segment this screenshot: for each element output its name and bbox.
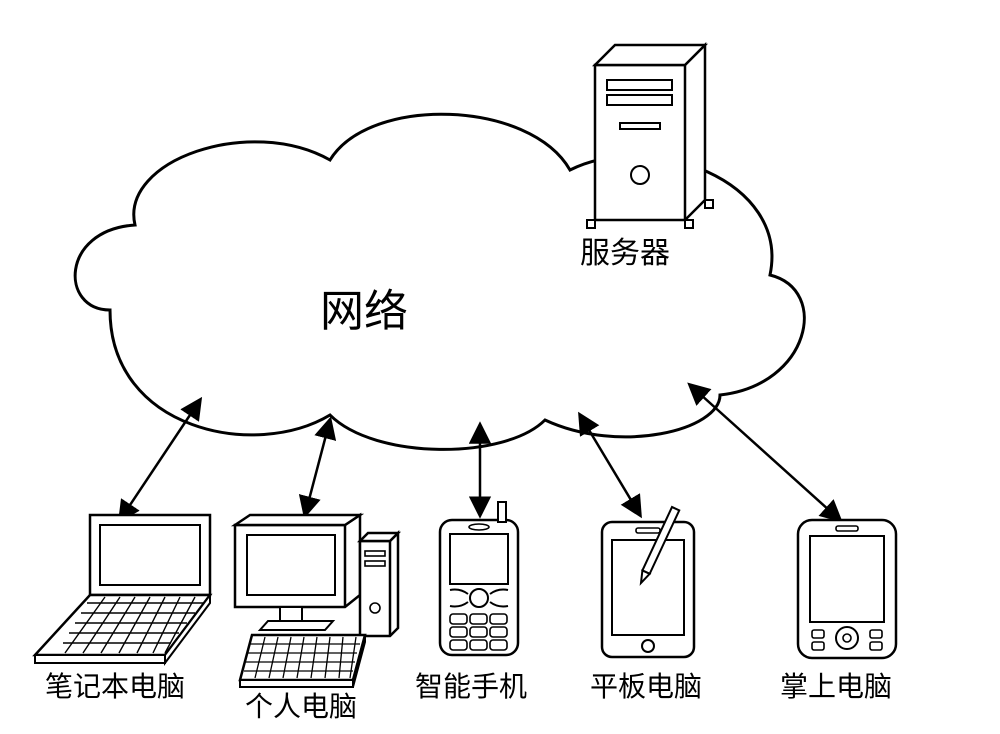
desktop-pc-icon	[235, 515, 398, 687]
network-label: 网络	[320, 275, 408, 339]
tablet-icon	[602, 507, 694, 657]
pc-label: 个人电脑	[245, 685, 357, 725]
pda-label: 掌上电脑	[780, 665, 892, 705]
diagram-stage: 服务器 网络 笔记本电脑 个人电脑 智能手机 平板电脑 掌上电脑	[0, 0, 1000, 734]
pda-icon	[798, 520, 896, 658]
smartphone-label: 智能手机	[415, 665, 527, 705]
smartphone-icon	[440, 502, 518, 655]
laptop-icon	[35, 515, 210, 663]
edge-cloud-pc	[305, 420, 330, 515]
server-label: 服务器	[580, 228, 670, 272]
diagram-svg	[0, 0, 1000, 734]
tablet-label: 平板电脑	[590, 665, 702, 705]
edge-cloud-laptop	[120, 400, 200, 520]
server-icon	[587, 45, 713, 228]
laptop-label: 笔记本电脑	[45, 665, 185, 705]
edge-cloud-pda	[690, 385, 840, 520]
